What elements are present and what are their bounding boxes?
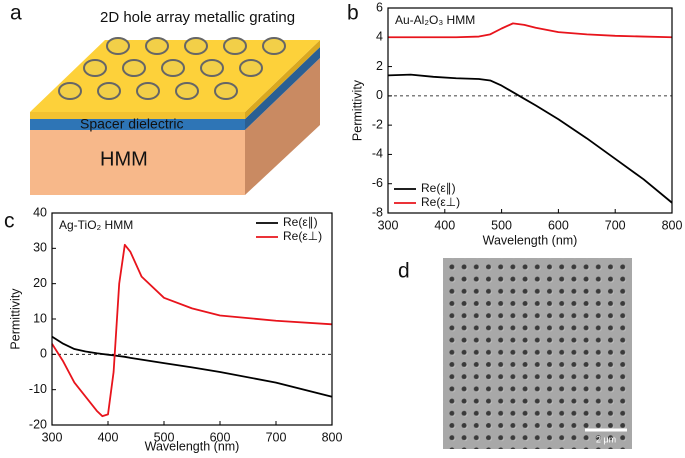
y-tick-label: -2 — [372, 117, 383, 131]
x-tick-label: 800 — [662, 218, 683, 232]
y-tick-label: 30 — [33, 241, 47, 255]
holes — [58, 37, 286, 100]
y-tick-label: 0 — [40, 347, 47, 361]
series-line — [51, 335, 333, 398]
y-tick-label: -4 — [372, 147, 383, 161]
diagram-title: 2D hole array metallic grating — [100, 9, 295, 26]
metal-front — [30, 112, 245, 119]
metal-side — [245, 40, 320, 119]
legend-label: Re(ε⊥) — [421, 195, 460, 209]
spacer-side — [245, 47, 320, 130]
x-tick-label: 600 — [548, 218, 569, 232]
sem-image — [443, 258, 632, 449]
y-tick-label: -8 — [372, 205, 383, 219]
x-tick-label: 300 — [378, 218, 399, 232]
plot-frame — [51, 212, 333, 426]
y-tick-label: 4 — [376, 30, 383, 44]
x-axis-label: Wavelength (nm) — [483, 233, 578, 247]
x-tick-label: 400 — [98, 430, 119, 444]
legend-label: Re(ε∥) — [421, 181, 456, 195]
panel-label: b — [347, 2, 359, 25]
spacer-front — [30, 119, 245, 130]
y-axis-label: Permittivity — [8, 288, 22, 350]
x-axis-label: Wavelength (nm) — [145, 439, 240, 453]
series-line — [51, 243, 333, 418]
x-tick-label: 500 — [154, 430, 175, 444]
hmm-front — [30, 130, 245, 195]
legend-label: Re(ε⊥) — [283, 229, 322, 243]
x-tick-label: 500 — [491, 218, 512, 232]
chart-title: Ag-TiO₂ HMM — [59, 218, 133, 232]
y-tick-label: -20 — [29, 417, 47, 431]
series-line — [388, 22, 673, 39]
x-tick-label: 700 — [266, 430, 287, 444]
plot-frame — [387, 7, 673, 214]
series-line — [387, 73, 673, 204]
x-tick-label: 800 — [322, 430, 343, 444]
x-tick-label: 400 — [434, 218, 455, 232]
y-tick-label: -10 — [29, 382, 47, 396]
panel-label: a — [10, 2, 22, 25]
scale-bar-label: 2 μm — [596, 434, 616, 444]
panel-label: c — [4, 210, 15, 233]
hmm-side — [245, 58, 320, 195]
hmm-diagram: 2D hole array metallic grating Spacer di… — [30, 9, 320, 195]
y-axis-label: Permittivity — [350, 79, 364, 141]
spacer-label: Spacer dielectric — [80, 116, 184, 132]
x-tick-label: 700 — [605, 218, 626, 232]
y-tick-label: 2 — [376, 59, 383, 73]
y-tick-label: 20 — [33, 276, 47, 290]
panel-label: d — [398, 260, 410, 283]
y-tick-label: -6 — [372, 176, 383, 190]
chart-title: Au-Al₂O₃ HMM — [395, 13, 475, 27]
legend-label: Re(ε∥) — [283, 215, 318, 229]
hmm-label: HMM — [100, 148, 148, 170]
x-tick-label: 300 — [42, 430, 63, 444]
y-tick-label: 0 — [376, 88, 383, 102]
x-tick-label: 600 — [210, 430, 231, 444]
y-tick-label: 10 — [33, 311, 47, 325]
y-tick-label: 6 — [376, 0, 383, 14]
y-tick-label: 40 — [33, 205, 47, 219]
